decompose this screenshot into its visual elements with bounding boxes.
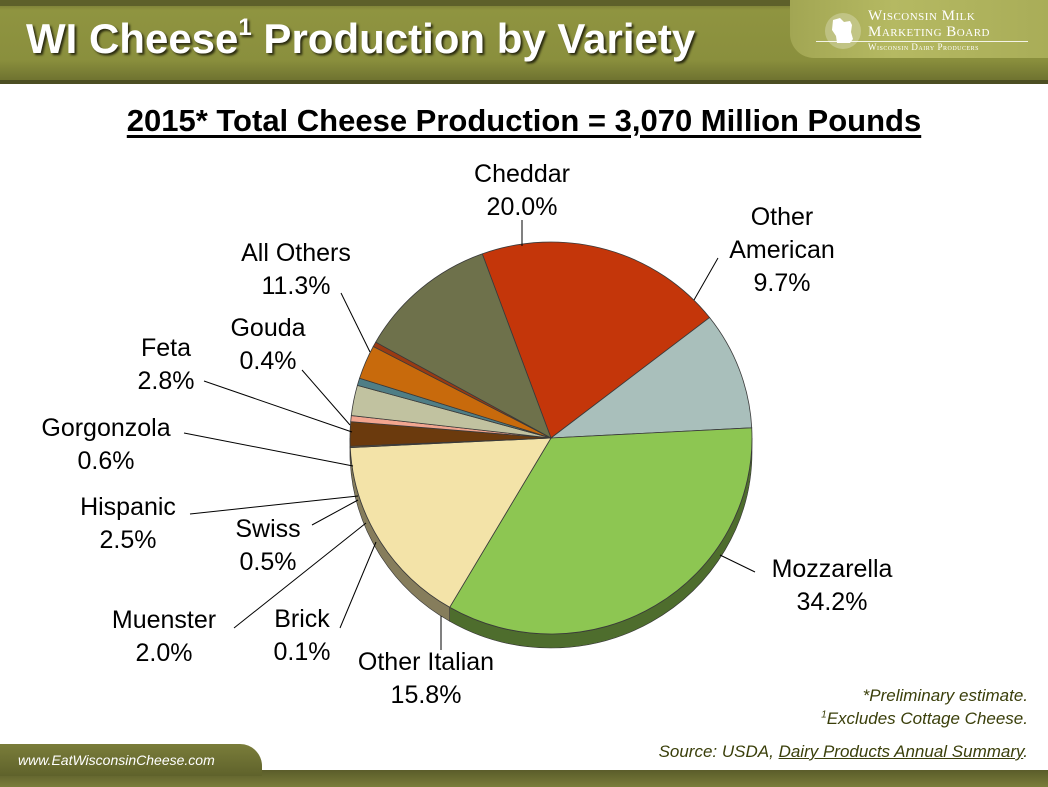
label-other-american: Other American 9.7% (729, 203, 835, 297)
label-name-all-others: All Others (241, 239, 351, 267)
source-suffix: . (1023, 742, 1028, 761)
header-divider (0, 80, 1048, 84)
source-citation: Source: USDA, Dairy Products Annual Summ… (659, 742, 1028, 762)
label-muenster: Muenster 2.0% (112, 606, 216, 667)
label-brick: Brick 0.1% (274, 605, 331, 666)
logo-text-line2: Marketing Board (868, 24, 990, 40)
label-value-mozzarella: 34.2% (797, 588, 868, 616)
leader-line-mozzarella (719, 554, 756, 573)
logo-separator (816, 41, 1028, 42)
leader-line-brick (339, 541, 377, 629)
label-name-muenster: Muenster (112, 606, 216, 634)
label-name-mozzarella: Mozzarella (772, 555, 893, 583)
leader-line-swiss (311, 499, 359, 526)
label-feta: Feta 2.8% (138, 334, 195, 395)
pie-slices (349, 241, 753, 635)
footnote-excludes-text: Excludes Cottage Cheese. (826, 709, 1028, 728)
label-value-other-american: 9.7% (754, 269, 811, 297)
pie-slice-mozzarella (449, 427, 753, 635)
title-rest: Production by Variety (251, 15, 696, 62)
label-value-swiss: 0.5% (240, 548, 297, 576)
title-main: WI Cheese (26, 15, 239, 62)
label-name-other-american: Other (751, 203, 814, 231)
page-title: WI Cheese1 Production by Variety (26, 14, 695, 63)
label-name-cheddar: Cheddar (474, 160, 570, 188)
label-value-gouda: 0.4% (240, 347, 297, 375)
label-value-other-italian: 15.8% (391, 681, 462, 709)
pie-slice-cheddar (481, 241, 711, 439)
label-value-feta: 2.8% (138, 367, 195, 395)
label-name-other-american: American (729, 236, 835, 264)
leader-line-muenster (233, 522, 367, 629)
footnote-excludes: 1Excludes Cottage Cheese. (821, 709, 1028, 729)
label-name-gorgonzola: Gorgonzola (41, 414, 170, 442)
title-superscript: 1 (238, 14, 252, 41)
pie-slice-other-american (549, 316, 753, 439)
label-swiss: Swiss 0.5% (235, 515, 300, 576)
logo-text-line1: Wisconsin Milk (868, 8, 976, 24)
source-title-link[interactable]: Dairy Products Annual Summary (778, 742, 1024, 761)
label-value-brick: 0.1% (274, 638, 331, 666)
label-name-swiss: Swiss (235, 515, 300, 543)
footer-tab (0, 744, 262, 776)
leader-line-all-others (340, 292, 371, 353)
source-prefix: Source: USDA, (658, 742, 779, 761)
footnote-excludes-sup: 1 (821, 709, 827, 721)
label-gouda: Gouda 0.4% (230, 314, 305, 375)
footer-url-link[interactable]: www.EatWisconsinCheese.com (18, 752, 215, 768)
label-cheddar: Cheddar 20.0% (474, 160, 570, 221)
footer-bar (0, 770, 1048, 787)
label-hispanic: Hispanic 2.5% (80, 493, 176, 554)
chart-subtitle-text: 2015* Total Cheese Production = 3,070 Mi… (126, 103, 922, 138)
label-value-all-others: 11.3% (261, 272, 330, 300)
label-name-hispanic: Hispanic (80, 493, 176, 521)
label-name-feta: Feta (141, 334, 191, 362)
label-mozzarella: Mozzarella 34.2% (772, 555, 893, 616)
logo-text-line3: Wisconsin Dairy Producers (868, 42, 980, 52)
label-name-gouda: Gouda (230, 314, 305, 342)
leader-line-gouda (301, 369, 351, 426)
label-name-other-italian: Other Italian (358, 648, 494, 676)
pie-labels: Cheddar 20.0% Other American 9.7% Mozzarella 3… (41, 160, 892, 709)
label-value-hispanic: 2.5% (100, 526, 157, 554)
pie-leader-lines (183, 220, 756, 650)
label-other-italian: Other Italian 15.8% (358, 648, 494, 709)
label-all-others: All Others 11.3% (241, 239, 351, 300)
leader-line-other-american (693, 257, 719, 301)
wisconsin-state-icon (825, 13, 861, 49)
pie-slice-all-others (375, 253, 552, 439)
pie-slice-other-italian (349, 437, 552, 608)
label-gorgonzola: Gorgonzola 0.6% (41, 414, 170, 475)
label-value-muenster: 2.0% (136, 639, 193, 667)
leader-line-gorgonzola (183, 432, 354, 467)
label-value-cheddar: 20.0% (487, 193, 558, 221)
label-value-gorgonzola: 0.6% (78, 447, 135, 475)
header-top-stripe (0, 0, 1048, 6)
chart-subtitle: 2015* Total Cheese Production = 3,070 Mi… (0, 103, 1048, 139)
footnote-preliminary: *Preliminary estimate. (862, 686, 1028, 705)
label-name-brick: Brick (274, 605, 330, 633)
leader-line-feta (203, 380, 353, 433)
leader-line-hispanic (189, 495, 359, 515)
